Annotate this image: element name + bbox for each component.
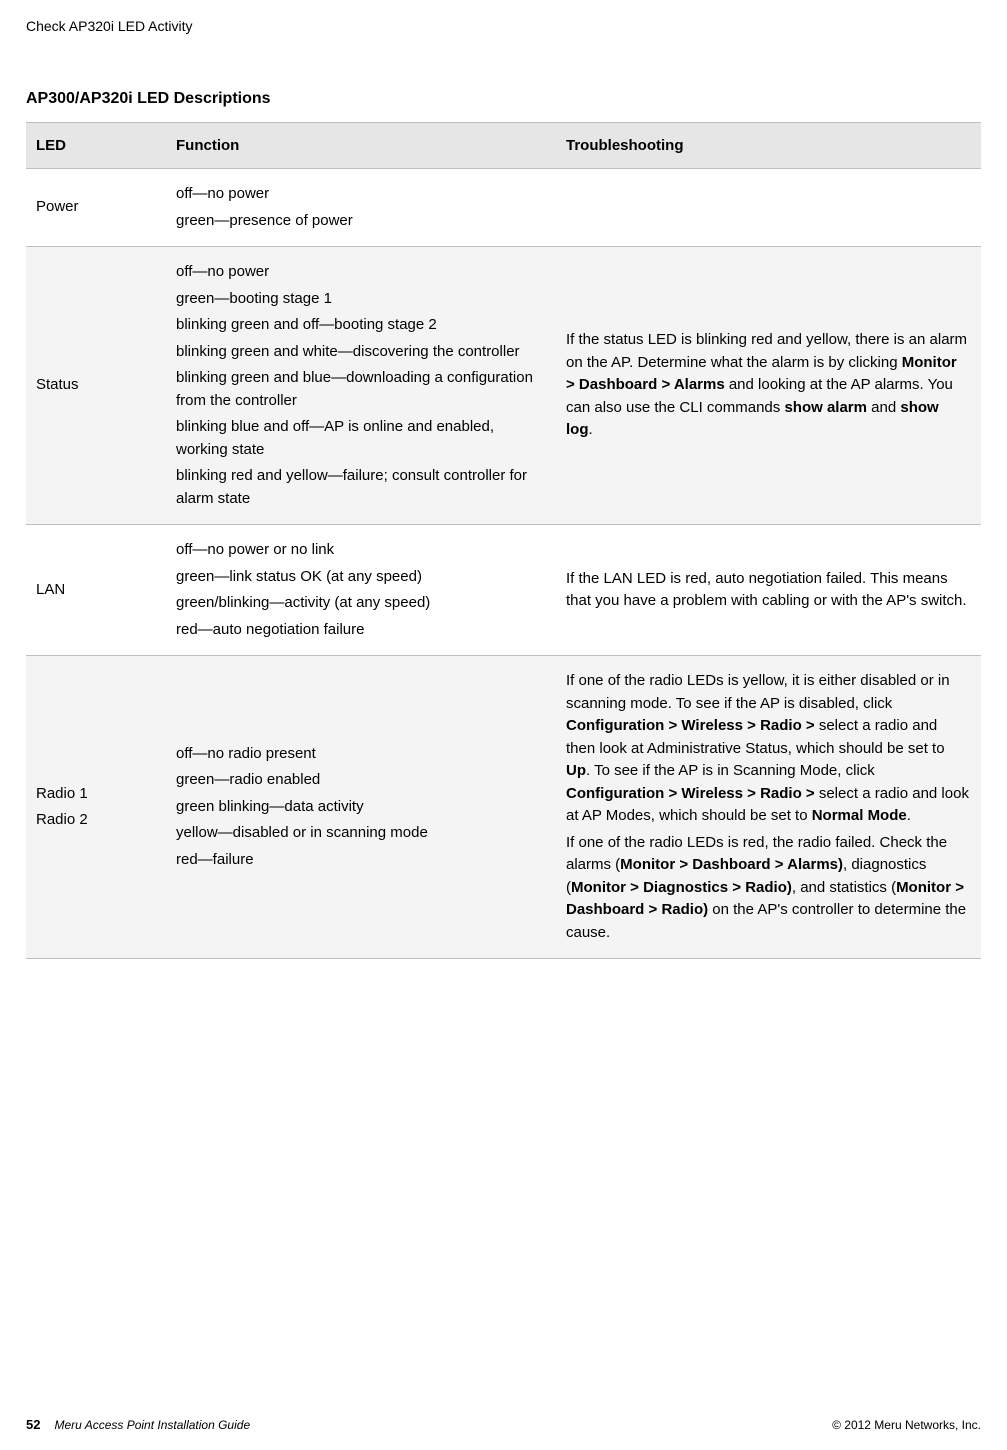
- row-radio: Radio 1 Radio 2 off—no radio present gre…: [26, 656, 981, 959]
- cell-led: Radio 1 Radio 2: [26, 656, 166, 959]
- fn-line: blinking blue and off—AP is online and e…: [176, 416, 544, 461]
- fn-line: blinking green and off—booting stage 2: [176, 314, 544, 337]
- col-function: Function: [166, 123, 556, 169]
- ts-para: If the LAN LED is red, auto negotiation …: [566, 568, 969, 613]
- cell-function: off—no power green—booting stage 1 blink…: [166, 247, 556, 525]
- cell-troubleshooting: If the status LED is blinking red and ye…: [556, 247, 981, 525]
- fn-line: green—presence of power: [176, 210, 544, 233]
- fn-line: green—link status OK (at any speed): [176, 566, 544, 589]
- footer-copyright: © 2012 Meru Networks, Inc.: [832, 1418, 981, 1432]
- cell-troubleshooting: [556, 169, 981, 247]
- cell-function: off—no radio present green—radio enabled…: [166, 656, 556, 959]
- cell-led: Power: [26, 169, 166, 247]
- running-header: Check AP320i LED Activity: [26, 18, 981, 34]
- table-header-row: LED Function Troubleshooting: [26, 123, 981, 169]
- fn-line: off—no radio present: [176, 743, 544, 766]
- row-status: Status off—no power green—booting stage …: [26, 247, 981, 525]
- row-lan: LAN off—no power or no link green—link s…: [26, 525, 981, 656]
- fn-line: green—booting stage 1: [176, 288, 544, 311]
- page-footer: 52 Meru Access Point Installation Guide …: [26, 1417, 981, 1432]
- page: Check AP320i LED Activity AP300/AP320i L…: [0, 0, 1007, 1450]
- section-title: AP300/AP320i LED Descriptions: [26, 90, 981, 108]
- fn-line: yellow—disabled or in scanning mode: [176, 822, 544, 845]
- page-number: 52: [26, 1417, 40, 1432]
- row-power: Power off—no power green—presence of pow…: [26, 169, 981, 247]
- fn-line: blinking green and white—discovering the…: [176, 341, 544, 364]
- cell-function: off—no power green—presence of power: [166, 169, 556, 247]
- footer-left: 52 Meru Access Point Installation Guide: [26, 1417, 250, 1432]
- fn-line: red—auto negotiation failure: [176, 619, 544, 642]
- ts-para: If one of the radio LEDs is yellow, it i…: [566, 670, 969, 828]
- ts-para: If the status LED is blinking red and ye…: [566, 329, 969, 442]
- col-led: LED: [26, 123, 166, 169]
- fn-line: green blinking—data activity: [176, 796, 544, 819]
- fn-line: red—failure: [176, 849, 544, 872]
- fn-line: off—no power: [176, 183, 544, 206]
- led-line: Radio 1: [36, 783, 154, 806]
- cell-troubleshooting: If the LAN LED is red, auto negotiation …: [556, 525, 981, 656]
- cell-function: off—no power or no link green—link statu…: [166, 525, 556, 656]
- fn-line: green—radio enabled: [176, 769, 544, 792]
- fn-line: blinking green and blue—downloading a co…: [176, 367, 544, 412]
- led-line: Radio 2: [36, 809, 154, 832]
- cell-led: LAN: [26, 525, 166, 656]
- fn-line: off—no power: [176, 261, 544, 284]
- ts-para: If one of the radio LEDs is red, the rad…: [566, 832, 969, 945]
- cell-led: Status: [26, 247, 166, 525]
- fn-line: off—no power or no link: [176, 539, 544, 562]
- fn-line: blinking red and yellow—failure; consult…: [176, 465, 544, 510]
- fn-line: green/blinking—activity (at any speed): [176, 592, 544, 615]
- led-table: LED Function Troubleshooting Power off—n…: [26, 122, 981, 959]
- col-troubleshooting: Troubleshooting: [556, 123, 981, 169]
- doc-title: Meru Access Point Installation Guide: [54, 1418, 250, 1432]
- cell-troubleshooting: If one of the radio LEDs is yellow, it i…: [556, 656, 981, 959]
